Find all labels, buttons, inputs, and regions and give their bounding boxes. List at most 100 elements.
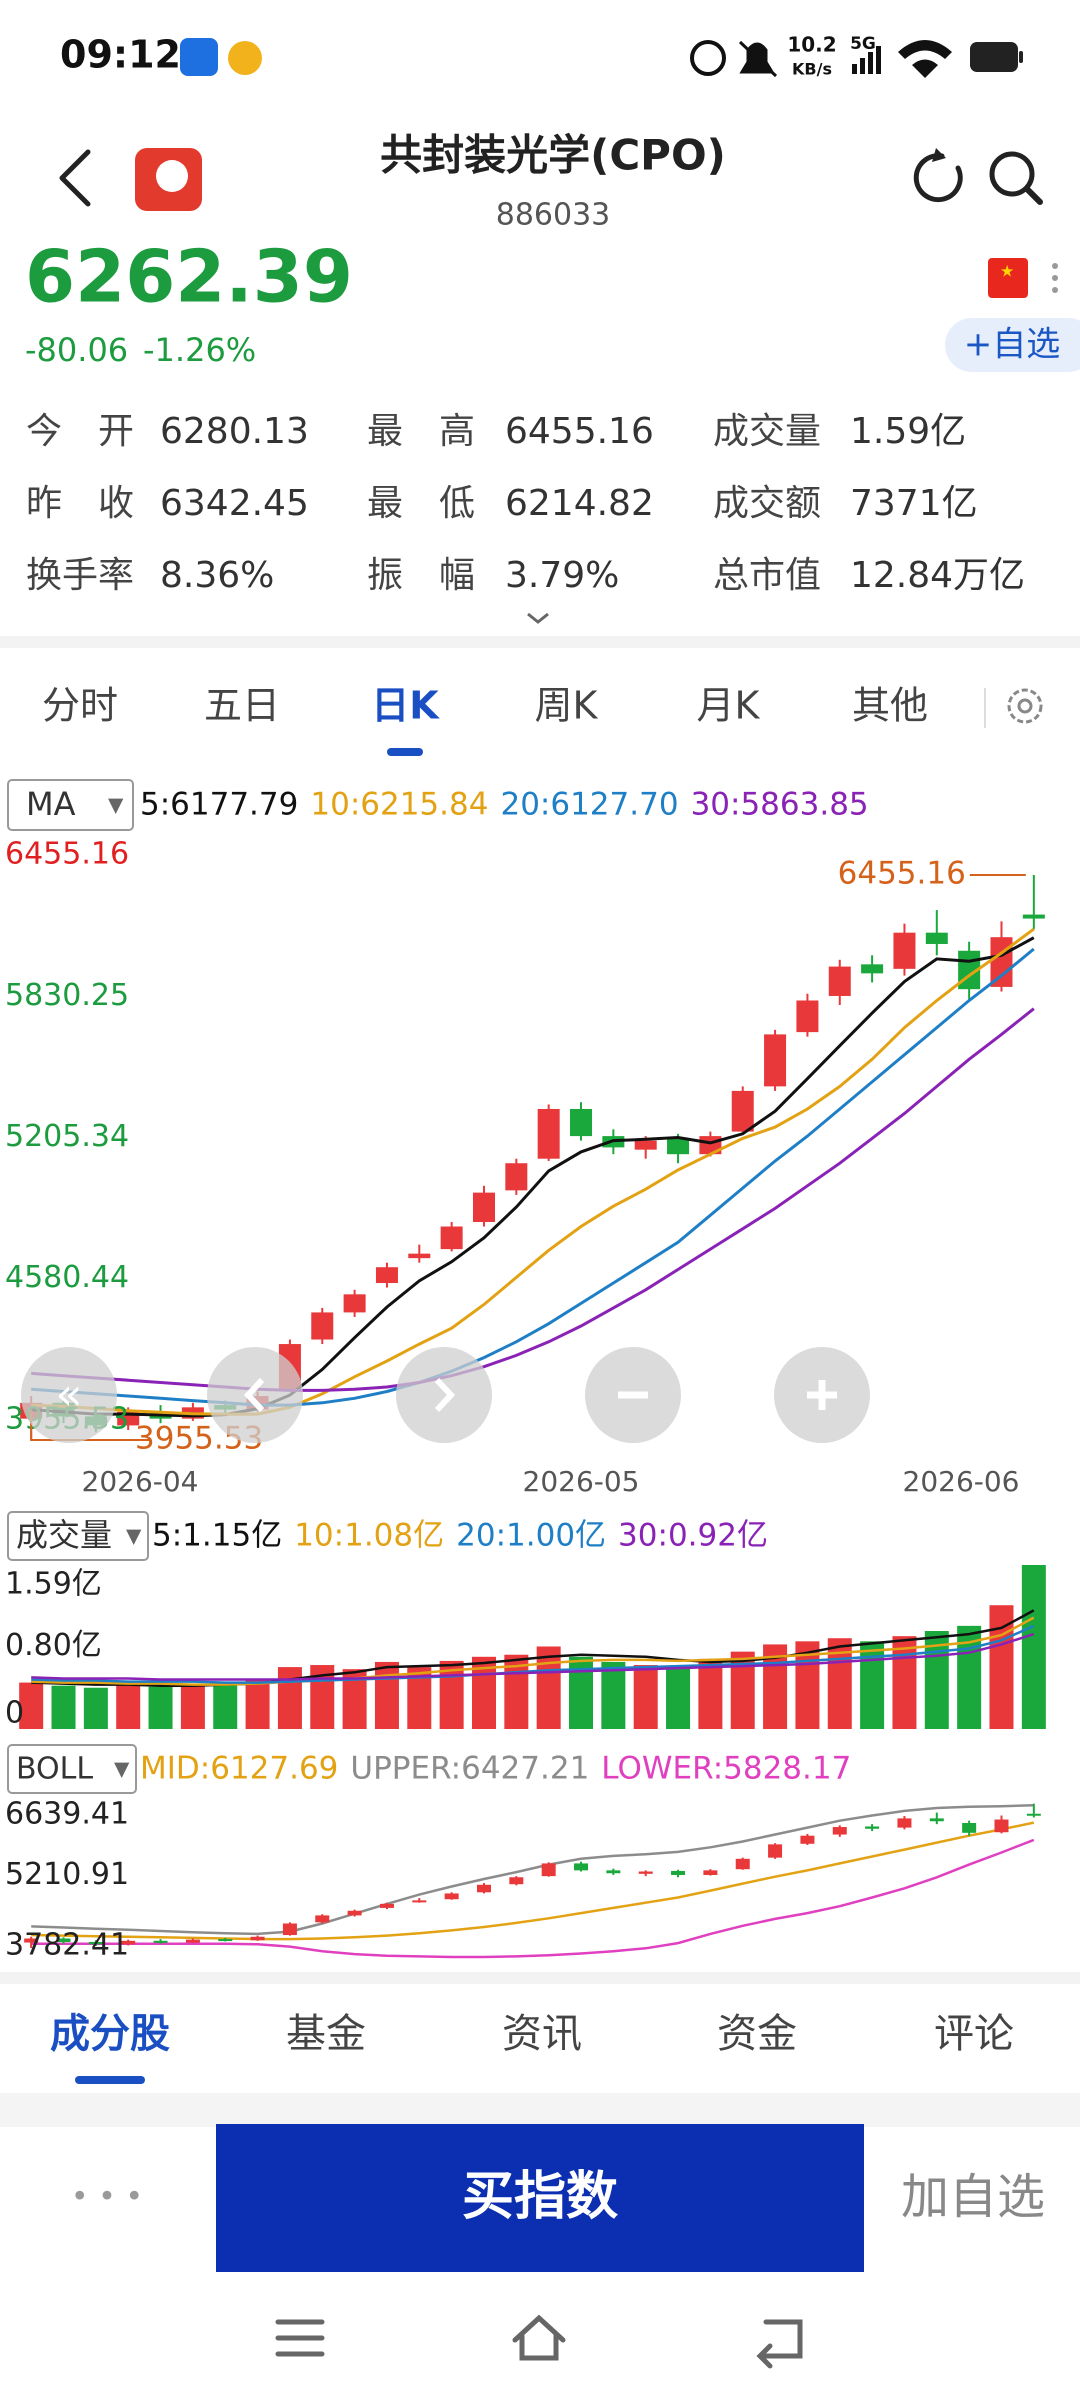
volume-bar [277,1667,302,1729]
max-label: 6455.16 [838,856,966,892]
content-tab[interactable]: 评论 [934,2011,1014,2057]
boll-candle-body [865,1826,880,1829]
content-tab[interactable]: 基金 [286,2011,366,2057]
bottom-tabs: 成分股 基金 资讯 资金 评论 [50,2011,1014,2084]
boll-candle-body [1026,1813,1041,1816]
boll-candle-body [121,1940,136,1945]
content-tab-indicator [75,2076,145,2084]
candle-body [1022,914,1045,919]
buy-button-label[interactable]: 买指数 [462,2167,618,2227]
volume-bar [892,1636,917,1729]
indicator-legend: MID:6127.69 [140,1751,338,1787]
signal-icon [852,46,881,74]
boll-candle-body [994,1819,1009,1833]
boll-candle-body [379,1903,394,1908]
boll-candle-body [768,1844,783,1858]
last-price: 6262.39 [25,235,353,319]
boll-candle-body [153,1940,168,1943]
period-tab[interactable]: 日K [371,684,440,728]
nav-first[interactable] [21,1347,117,1443]
period-tab[interactable]: 其他 [852,684,928,728]
content-tab[interactable]: 资讯 [502,2011,582,2057]
volume-ma-line [31,1616,1035,1686]
ma-selector[interactable] [7,779,134,831]
candle-body [472,1192,495,1222]
content-tab[interactable]: 资金 [717,2011,797,2057]
boll-candle-body [347,1910,362,1916]
content-tab[interactable]: 成分股 [50,2011,170,2057]
more-actions[interactable]: • • • [71,2180,143,2215]
stat-label: 成交量 [713,411,821,452]
boll-candle-body [638,1871,653,1874]
flag [988,258,1028,298]
zoom-in-icon [807,1380,837,1410]
ma-selector-label[interactable]: MA [26,785,76,823]
boll-candle-body [735,1858,750,1870]
refresh-button[interactable] [913,153,963,203]
boll-candle-body [832,1827,847,1835]
period-tab[interactable]: 周K [535,684,599,728]
add-watch[interactable]: 加自选 [901,2169,1045,2225]
indicator-legend: 20:6127.70 [500,787,678,823]
boll-candle-body [88,1941,103,1945]
period-tab[interactable]: 分时 [42,684,118,728]
nav-next[interactable] [396,1347,492,1443]
watch-button-label[interactable]: +自选 [964,325,1061,365]
period-tab[interactable]: 五日 [204,684,280,728]
candle-body [764,1034,787,1087]
boll-candle-body [962,1822,977,1833]
indicator-legend: 10:1.08亿 [294,1518,444,1554]
date-label: 2026-04 [82,1465,199,1498]
nav-home[interactable] [512,2314,566,2361]
candle-body [893,932,916,969]
price-change-pct: -1.26% [143,331,256,369]
boll-line [31,1838,1035,1959]
boll-candle-body [315,1915,330,1923]
app-icon [180,38,218,76]
volume-bar [439,1660,464,1729]
boll-selector[interactable] [7,1744,137,1794]
indicator-legend: LOWER:5828.17 [601,1751,851,1787]
boll-candle-body [509,1877,524,1885]
more-menu[interactable] [1052,263,1058,293]
boll-candle-body [185,1939,200,1943]
watch-button[interactable] [945,318,1080,372]
boll-axis-label: 3782.41 [5,1928,129,1963]
expand-chevron[interactable] [527,612,549,624]
boll-candle-body [24,1938,39,1943]
boll-selector-label[interactable]: BOLL [16,1752,93,1787]
indicator-legend: UPPER:6427.21 [350,1751,589,1787]
ma-line [31,1007,1035,1392]
nav-back[interactable] [756,2319,803,2369]
volume-ma-line [31,1632,1035,1681]
back-button[interactable] [59,149,91,207]
candle-body [311,1312,334,1340]
nav-prev[interactable] [207,1347,303,1443]
date-label: 2026-06 [903,1465,1020,1498]
volume-selector[interactable] [7,1511,149,1561]
wifi-icon [898,40,952,78]
volume-bar [374,1661,399,1729]
volume-bar [698,1658,723,1729]
period-tab[interactable]: 月K [697,684,761,728]
stat-label: 振 幅 [367,555,475,596]
volume-bar [148,1686,173,1729]
boll-candle-body [476,1884,491,1893]
alarm-icon [690,40,726,76]
buy-button[interactable] [216,2124,864,2272]
nav-menu[interactable] [275,2319,325,2357]
status-time: 09:12 [60,33,181,77]
boll-candle-body [800,1835,815,1844]
candle-body [375,1267,398,1284]
settings-button[interactable] [1007,688,1043,724]
stock-title: 共封装光学(CPO) [380,131,726,180]
boll-candle-body [929,1818,944,1822]
candle-body [861,964,884,974]
volume-selector-label[interactable]: 成交量 [16,1516,112,1554]
search-button[interactable] [989,151,1035,197]
stat-label: 换手率 [26,555,134,596]
period-tabs: 分时 五日 日K 周K 月K 其他 [42,684,928,756]
